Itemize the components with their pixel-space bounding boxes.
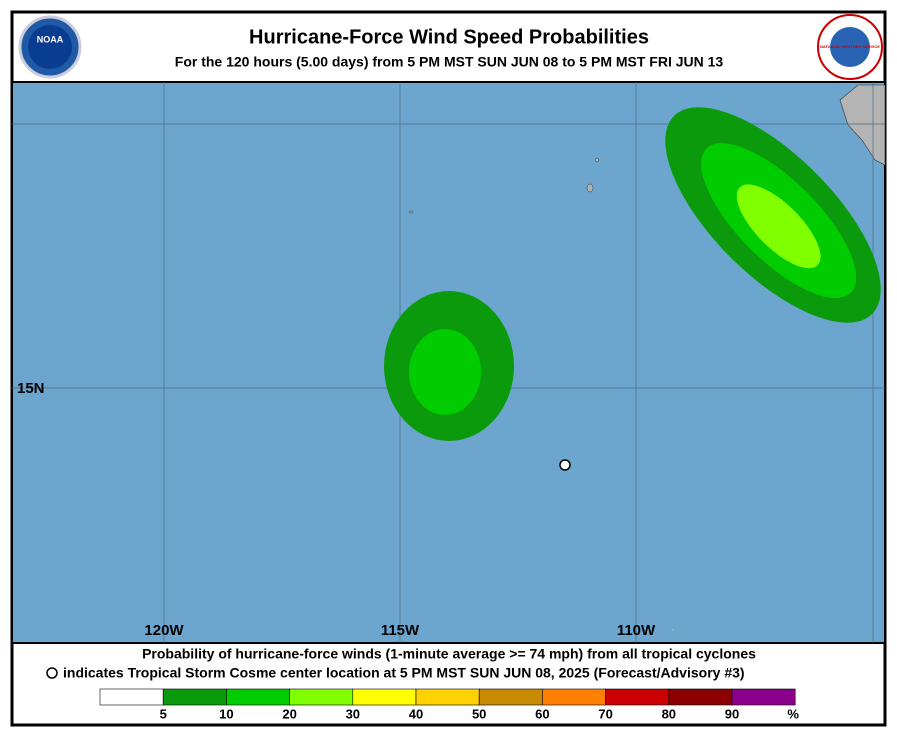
logo-text: NATIONAL WEATHER SERVICE <box>820 44 880 49</box>
lon-label: 120W <box>144 622 184 639</box>
storm-icon <box>46 667 58 679</box>
legend-swatch <box>99 688 164 706</box>
legend-swatch <box>415 688 480 706</box>
legend-swatch <box>226 688 290 706</box>
legend-label: 30 <box>346 706 360 721</box>
legend-unit: % <box>787 706 799 721</box>
subtitle: For the 120 hours (5.00 days) from 5 PM … <box>175 54 724 70</box>
legend-label: 70 <box>598 706 612 721</box>
legend-swatch <box>352 688 417 706</box>
footer-line: indicates Tropical Storm Cosme center lo… <box>63 665 745 681</box>
legend-swatch <box>668 688 733 706</box>
legend-label: 10 <box>219 706 233 721</box>
legend-label: 90 <box>725 706 739 721</box>
lon-label: 110W <box>617 622 656 639</box>
legend-label: 60 <box>535 706 549 721</box>
legend-swatch <box>605 688 670 706</box>
lon-label: 115W <box>381 622 420 639</box>
legend-swatch <box>289 688 354 706</box>
footer-line: Probability of hurricane-force winds (1-… <box>142 646 756 662</box>
legend-label: 80 <box>662 706 676 721</box>
logo-text: NOAA <box>37 34 64 44</box>
legend-label: 20 <box>282 706 296 721</box>
legend-swatch <box>162 688 227 706</box>
legend-swatch <box>542 688 606 706</box>
legend-label: 50 <box>472 706 486 721</box>
legend-swatch <box>731 688 796 706</box>
legend-label: 5 <box>160 706 167 721</box>
noaa-logo: NOAA <box>18 15 82 79</box>
storm-center <box>559 459 571 471</box>
nws-logo: NATIONAL WEATHER SERVICE <box>817 14 883 80</box>
legend-label: 40 <box>409 706 423 721</box>
map <box>11 81 886 644</box>
title: Hurricane-Force Wind Speed Probabilities <box>249 26 649 48</box>
lat-label: 15N <box>17 380 45 397</box>
legend-swatch <box>478 688 543 706</box>
